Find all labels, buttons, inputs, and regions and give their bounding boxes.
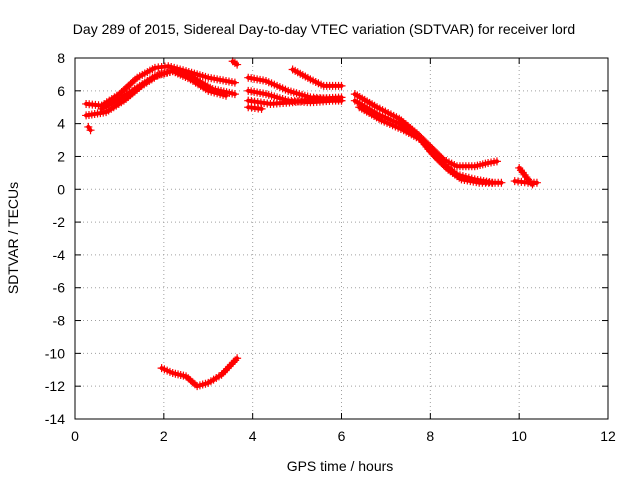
y-tick-label: -6 <box>53 280 66 296</box>
data-point <box>230 90 239 99</box>
series-arc-2e <box>288 65 346 90</box>
series-arc-4 <box>157 354 242 391</box>
x-tick-label: 2 <box>160 428 168 444</box>
y-axis-title: SDTVAR / TECUs <box>5 182 21 294</box>
y-tick-label: -14 <box>45 411 65 427</box>
x-tick-label: 4 <box>249 428 257 444</box>
series-arc-1e <box>228 57 242 69</box>
series-arc-3c <box>355 103 506 187</box>
x-axis-title: GPS time / hours <box>287 458 394 474</box>
data-point <box>233 60 242 69</box>
data-point <box>229 358 238 367</box>
y-tick-label: -10 <box>45 345 65 361</box>
data-point <box>227 360 236 369</box>
y-tick-label: 6 <box>57 83 65 99</box>
data-point <box>222 91 231 100</box>
data-point <box>231 356 240 365</box>
series-arc-3e <box>510 177 541 187</box>
x-tick-label: 12 <box>600 428 616 444</box>
x-tick-label: 6 <box>338 428 346 444</box>
data-point <box>225 362 234 371</box>
data-point <box>497 178 506 187</box>
series-arc-1c <box>97 67 231 113</box>
y-tick-label: 8 <box>57 50 65 66</box>
series-arc-1d <box>84 122 95 135</box>
data-point <box>257 104 266 113</box>
y-tick-label: 0 <box>57 181 65 197</box>
y-tick-label: -12 <box>45 378 65 394</box>
data-point <box>217 370 226 379</box>
series-arc-2d <box>244 103 266 113</box>
y-tick-label: -4 <box>53 247 66 263</box>
data-point <box>230 78 239 87</box>
y-tick-label: 2 <box>57 148 65 164</box>
series-arc-2c <box>244 93 346 108</box>
data-point <box>86 126 95 135</box>
data-point <box>219 368 228 377</box>
x-tick-label: 0 <box>71 428 79 444</box>
data-point <box>223 364 232 373</box>
data-layer <box>82 57 541 391</box>
x-tick-label: 8 <box>426 428 434 444</box>
chart-title: Day 289 of 2015, Sidereal Day-to-day VTE… <box>73 21 575 37</box>
grid-layer <box>75 58 608 419</box>
y-tick-label: 4 <box>57 116 65 132</box>
x-tick-label: 10 <box>511 428 527 444</box>
data-point <box>337 93 346 102</box>
data-point <box>492 157 501 166</box>
y-tick-label: -8 <box>53 313 66 329</box>
data-point <box>221 366 230 375</box>
tick-layer: 0 2 4 6 8 10 12 8 6 4 2 0 -2 -4 -6 -8 -10 -12 -14 <box>45 50 616 444</box>
data-point <box>337 81 346 90</box>
y-tick-label: -2 <box>53 214 66 230</box>
data-point <box>233 354 242 363</box>
data-point <box>532 178 541 187</box>
